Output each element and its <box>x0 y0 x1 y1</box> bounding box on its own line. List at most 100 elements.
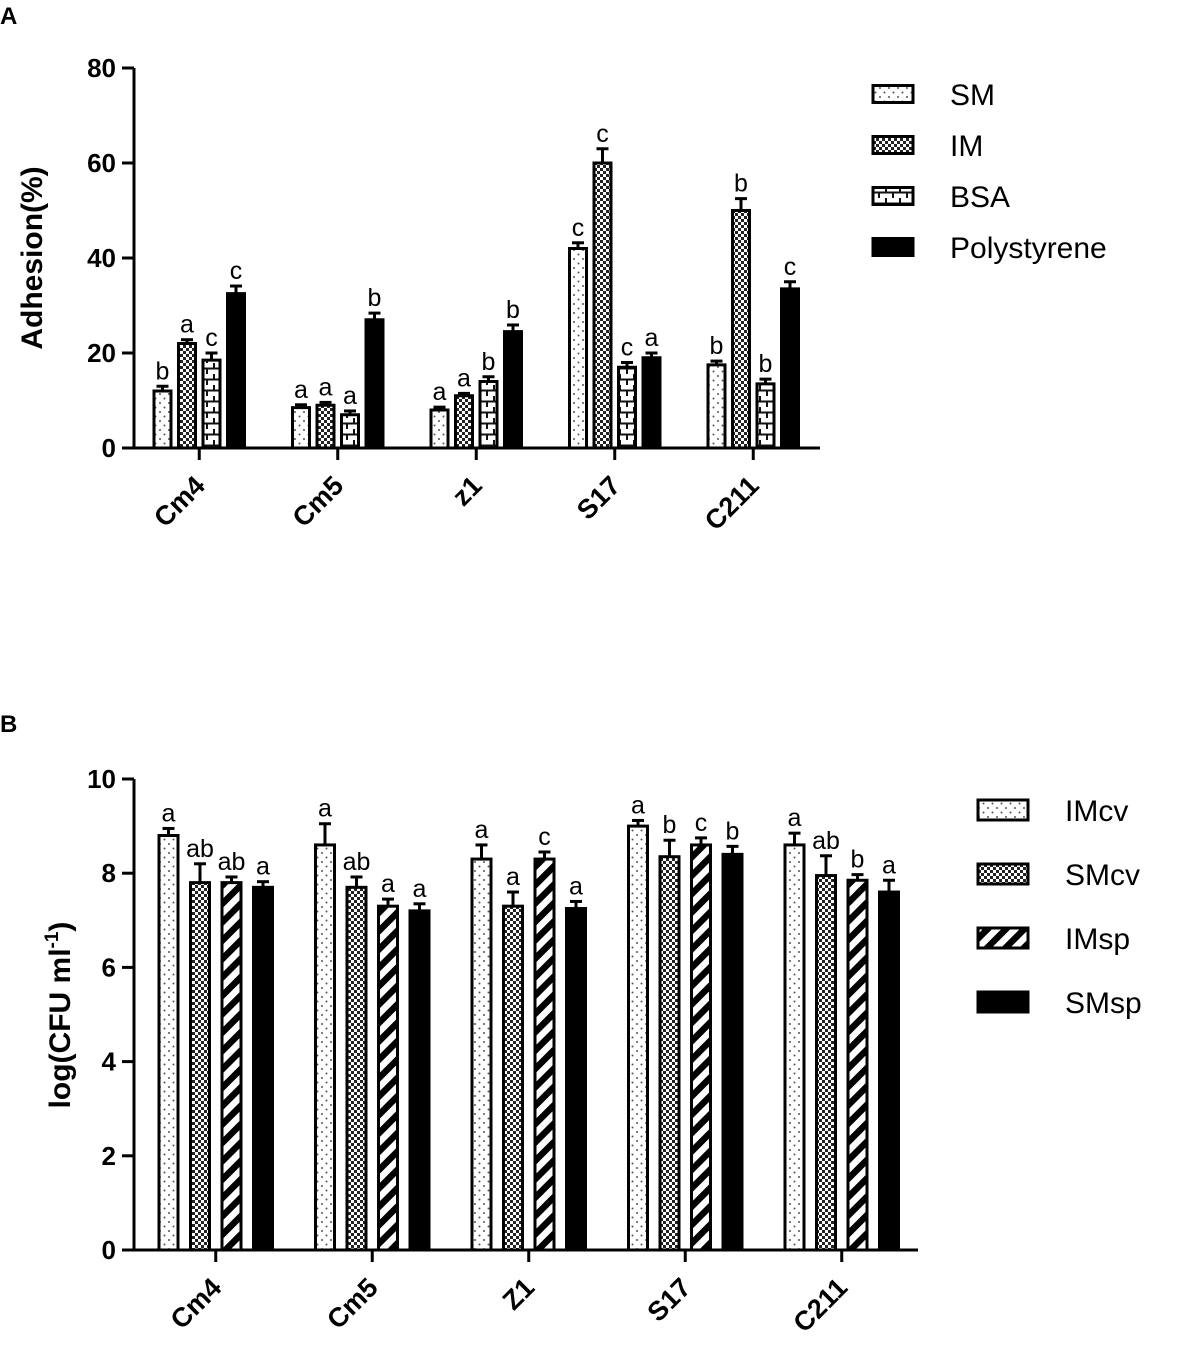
panel-b-category-label: Cm4 <box>165 1272 228 1335</box>
panel-b-significance-label: a <box>631 791 645 819</box>
panel-a-significance-label: c <box>230 257 243 285</box>
panel-b-y-tick-label: 0 <box>102 1235 116 1265</box>
panel-a-bar <box>706 363 727 450</box>
panel-a-bar <box>152 389 173 450</box>
panel-a-significance-label: b <box>710 332 724 360</box>
panel-b-bar <box>878 890 900 1252</box>
panel-a-bar <box>592 161 613 450</box>
panel-b-legend-label: IMsp <box>1065 923 1130 956</box>
panel-a-bar <box>503 330 523 450</box>
panel-a-bar <box>641 356 662 450</box>
panel-b-y-tick-label: 10 <box>87 764 116 794</box>
panel-a-legend-label: IM <box>950 130 983 163</box>
panel-a-legend-swatch <box>871 237 915 257</box>
panel-b-bar <box>627 824 649 1252</box>
panel-a-significance-label: b <box>759 350 773 378</box>
panel-b-bar <box>220 881 243 1252</box>
panel-a-bar <box>454 394 474 450</box>
panel-b-bar <box>470 857 493 1252</box>
panel-b-bar <box>345 885 368 1252</box>
panel-a-significance-label: b <box>156 357 170 385</box>
panel-b-bar <box>846 878 869 1252</box>
panel-a-legend-swatch <box>871 135 915 155</box>
panel-b-significance-label: ab <box>812 827 840 855</box>
panel-a-significance-label: b <box>368 284 382 312</box>
panel-b-category-label: Cm5 <box>321 1272 384 1335</box>
panel-a-significance-label: c <box>596 120 609 148</box>
panel-b-y-axis-label-close: ) <box>44 922 77 932</box>
panel-b-significance-label: a <box>569 872 583 900</box>
panel-b-y-axis-label-main: log(CFU ml <box>44 948 77 1108</box>
panel-a-significance-label: a <box>294 376 308 404</box>
panel-a-bar <box>731 209 751 450</box>
panel-a-legend-swatch <box>871 84 915 104</box>
panel-a-legend-swatch <box>871 186 915 206</box>
panel-b-legend-label: SMcv <box>1065 859 1140 892</box>
panel-b-bar <box>252 885 274 1252</box>
panel-a-y-tick-label: 40 <box>87 243 116 273</box>
panel-b-bar <box>314 843 336 1252</box>
panel-a-significance-label: a <box>433 378 447 406</box>
panel-a-significance-label: b <box>734 170 748 198</box>
panel-b-bar <box>408 909 431 1252</box>
panel-a-significance-label: a <box>319 373 333 401</box>
panel-b-y-axis-label: log(CFU ml-1) <box>42 922 77 1109</box>
panel-b-bar <box>533 857 556 1252</box>
panel-b-category-label: C211 <box>787 1272 853 1338</box>
panel-b-significance-label: a <box>506 863 520 891</box>
panel-a-bar <box>340 413 360 450</box>
panel-b-bar <box>690 843 712 1252</box>
panel-a-category-label: Cm4 <box>148 470 211 533</box>
panel-a-significance-label: b <box>506 296 520 324</box>
panel-a-legend-label: Polystyrene <box>950 232 1107 265</box>
panel-a-bar <box>478 380 499 450</box>
panel-b-category-label: Z1 <box>497 1272 540 1315</box>
panel-b-significance-label: a <box>256 853 270 881</box>
panel-a-legend-label: SM <box>950 79 995 112</box>
panel-b-y-axis-label-sup: -1 <box>42 931 63 948</box>
panel-a-category-label: z1 <box>446 470 487 511</box>
panel-a-significance-label: a <box>457 364 471 392</box>
panel-b-bar <box>502 904 524 1252</box>
panel-b-significance-label: b <box>726 817 740 845</box>
panel-a-significance-label: c <box>784 253 797 281</box>
panel-a-category-label: S17 <box>571 470 626 525</box>
panel-b-significance-label: ab <box>218 848 246 876</box>
panel-a-significance-label: a <box>180 311 194 339</box>
panel-a-bar <box>291 406 311 450</box>
panel-b-bar <box>815 874 837 1252</box>
panel-a-bar <box>201 358 222 450</box>
panel-a-y-tick-label: 0 <box>102 433 116 463</box>
panel-b-significance-label: a <box>162 799 176 827</box>
panel-b-significance-label: ab <box>186 835 214 863</box>
panel-b-y-tick-label: 8 <box>102 858 116 888</box>
panel-b-bar <box>658 855 681 1252</box>
panel-a-legend: SM IM BSA Polystyrene <box>871 79 1107 265</box>
panel-b-significance-label: a <box>882 851 896 879</box>
panel-b-significance-label: ab <box>343 848 371 876</box>
panel-b-legend-swatch <box>976 862 1030 886</box>
panel-a-significance-label: c <box>572 214 585 242</box>
panel-a-significance-label: c <box>205 324 218 352</box>
panel-a-y-tick-label: 80 <box>87 53 116 83</box>
panel-b-bar <box>377 904 399 1252</box>
panel-b-bar <box>157 834 180 1252</box>
panel-b-significance-label: b <box>663 811 677 839</box>
panel-a-y-axis-label: Adhesion(%) <box>16 166 49 349</box>
panel-a-significance-label: a <box>645 324 659 352</box>
panel-b-significance-label: a <box>381 870 395 898</box>
panel-a-bar <box>568 247 588 450</box>
panel-b-significance-label: a <box>318 795 332 823</box>
panel-a-bar <box>315 403 336 450</box>
panel-b-bar <box>189 881 211 1252</box>
panel-b-bar <box>721 852 744 1252</box>
panel-b-significance-label: a <box>475 816 489 844</box>
panel-b-y-tick-label: 6 <box>102 952 116 982</box>
panel-b-legend: IMcv SMcv IMsp SMsp <box>976 795 1142 1020</box>
panel-a-label: A <box>0 3 17 30</box>
